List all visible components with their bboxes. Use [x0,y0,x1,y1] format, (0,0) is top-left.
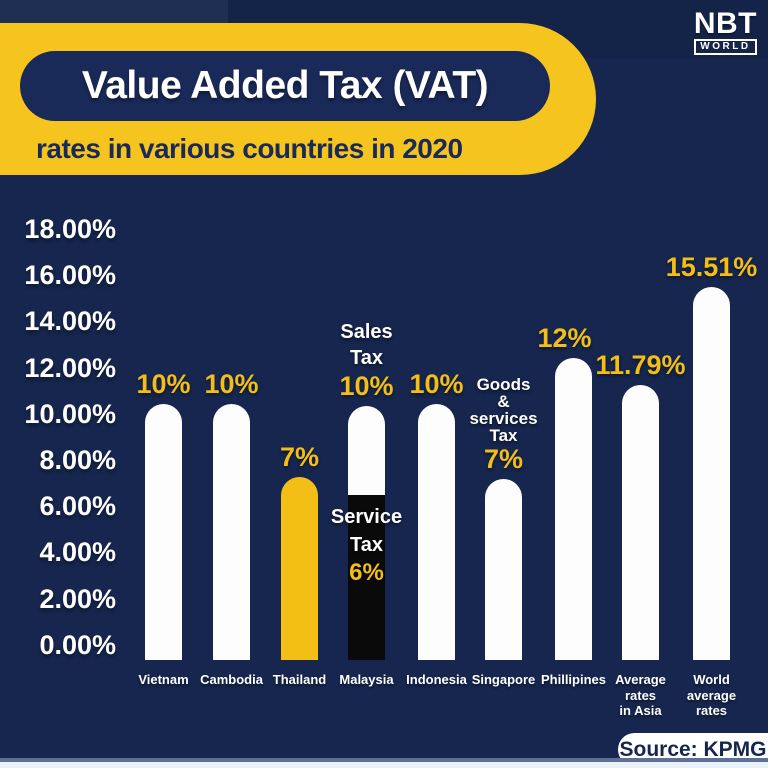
y-axis-tick: 2.00% [39,583,116,614]
bar-singapore-goods-services-tax [485,479,522,660]
category-label-line: rates [695,703,728,718]
y-axis-tick: 12.00% [24,352,116,383]
category-label-line: rates [624,687,657,703]
bar-vietnam [145,404,182,660]
category-label-indonesia: Indonesia [385,672,489,688]
y-axis-tick: 10.00% [24,398,116,429]
category-label-line: Cambodia [200,672,263,687]
header-banner: Value Added Tax (VAT) rates in various c… [0,23,596,175]
bottom-strip [0,762,768,768]
category-label-line: Indonesia [406,672,467,687]
logo-text-world: WORLD [693,39,757,55]
bar-labels-indonesia: 10% [367,369,507,399]
bottom-divider [0,758,768,762]
y-axis-tick: 8.00% [39,445,116,475]
category-label-world-average-rates: World average rates [660,672,764,719]
annotation-line: Tax [350,347,383,369]
category-label-thailand: Thailand [248,672,352,688]
category-label-line: World [693,672,730,687]
source-label: Source: KPMG [619,737,767,761]
category-label-singapore: Singapore [452,672,556,688]
y-axis-tick: 6.00% [39,491,116,522]
title-pill: Value Added Tax (VAT) [20,51,550,121]
bar-labels-cambodia: 10% [162,369,302,399]
bar-indonesia [418,404,455,660]
category-label-malaysia: Malaysia [315,672,419,688]
bar-thailand [281,477,318,660]
y-axis-tick: 0.00% [39,629,116,660]
y-axis-tick: 16.00% [24,260,116,291]
page-subtitle: rates in various countries in 2020 [36,133,463,164]
y-axis-tick: 18.00% [24,214,116,244]
y-axis-tick: 4.00% [39,537,116,568]
bar-malaysia-sales-tax [348,406,385,495]
category-label-line: Thailand [272,672,327,687]
category-label-line: Phillipines [540,672,606,687]
bar-world-average-rates [693,287,730,660]
value-label: 12% [537,323,592,353]
annotation-line: Goods [476,375,531,394]
bar-average-rates-in-asia [622,385,659,660]
category-label-line: Malaysia [339,672,394,687]
category-label-vietnam: Vietnam [112,672,216,688]
page-title: Value Added Tax (VAT) [81,64,489,107]
bar-phillipines [555,358,592,660]
category-label-phillipines: Phillipines [522,672,626,688]
category-label-line: Vietnam [138,672,189,687]
annotation-line: Sales [340,321,393,343]
annotation-line: & [497,392,510,411]
category-label-line: average [686,687,737,703]
bar-cambodia [213,404,250,660]
y-axis-tick: 14.00% [24,306,116,337]
category-label-line: Singapore [471,672,536,687]
category-label-cambodia: Cambodia [180,672,284,688]
category-label-line: in Asia [619,703,662,718]
value-label: 15.51% [665,252,758,282]
bar-labels-world-average-rates: 15.51% [642,252,768,282]
bar-labels-malaysia-sales-tax: Sales Tax 10% [297,319,437,401]
nbt-world-logo: NBT WORLD [693,7,757,55]
bar-labels-phillipines: 12% [495,323,635,353]
category-label-line: Average [615,672,666,687]
value-label: 10% [204,369,259,399]
value-label: 10% [339,371,394,401]
value-label: 10% [409,369,464,399]
bar-malaysia-service-tax [348,495,385,660]
category-label-average-rates-in-asia: Average rates in Asia [589,672,693,719]
logo-text-nbt: NBT [693,7,757,40]
